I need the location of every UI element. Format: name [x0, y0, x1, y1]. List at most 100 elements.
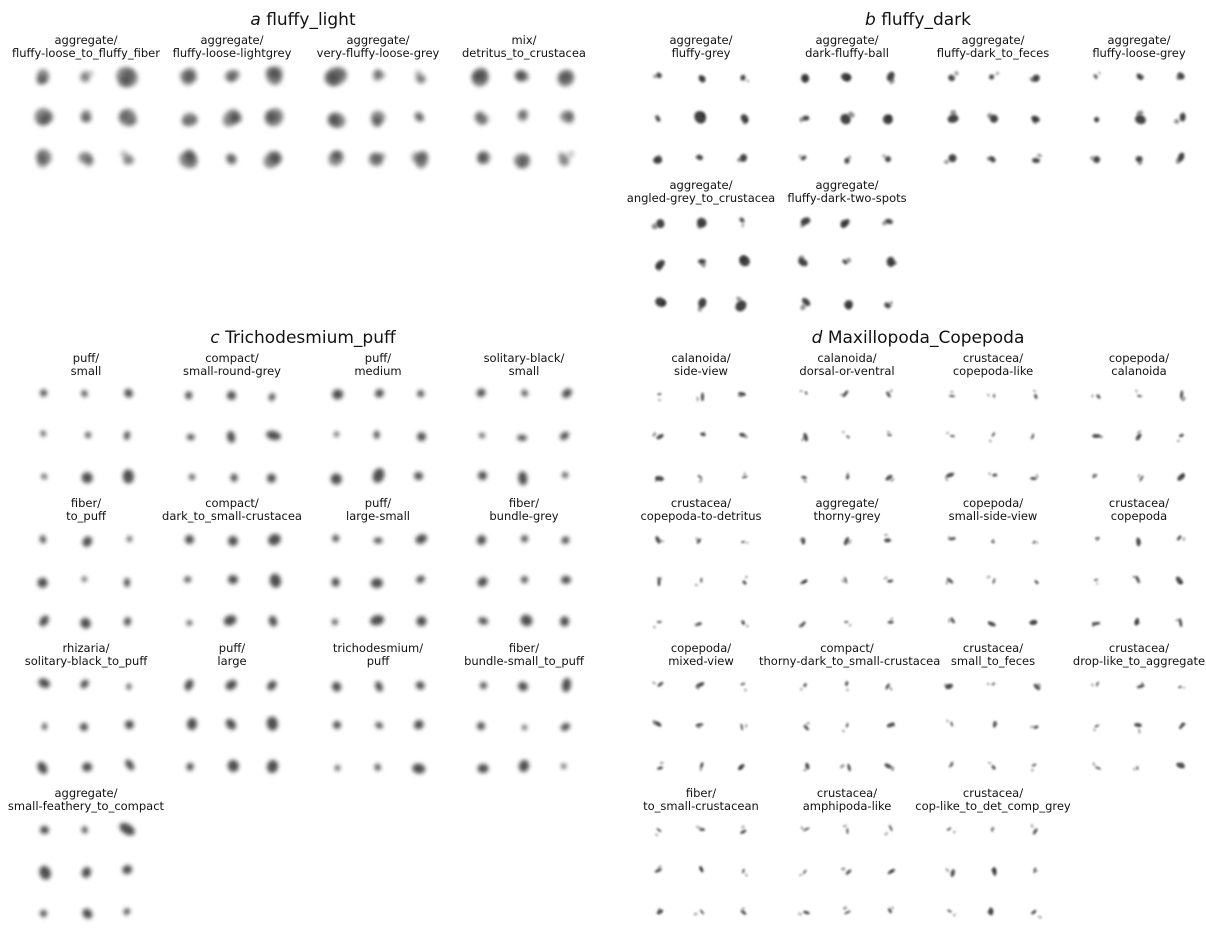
specimen-blob — [1137, 728, 1141, 734]
thumbnail-grid — [1076, 378, 1202, 498]
specimen-blob — [657, 393, 662, 397]
category-cell: fiber/to_small-crustacean — [613, 787, 789, 930]
category-label: crustacea/copepoda-to-detritus — [613, 497, 789, 523]
specimen-blob — [519, 388, 530, 399]
thumbnail-grid — [23, 668, 149, 788]
specimen-blob — [517, 758, 531, 773]
specimen-blob — [845, 827, 849, 835]
specimen-blob — [39, 389, 49, 398]
specimen-blob — [1091, 761, 1096, 766]
category-label: aggregate/fluffy-grey — [613, 34, 789, 60]
specimen-blob — [123, 719, 136, 731]
specimen-blob — [741, 223, 745, 228]
specimen-blob — [841, 729, 846, 732]
category-type: thorny-grey — [813, 509, 881, 523]
category-type: cop-like_to_det_comp_grey — [915, 799, 1071, 813]
specimen-blob — [798, 116, 804, 123]
specimen-blob — [802, 479, 808, 484]
specimen-blob — [1037, 914, 1042, 919]
specimen-blob — [844, 681, 849, 687]
category-cell: crustacea/amphipoda-like — [759, 787, 935, 930]
thumbnail-grid — [930, 523, 1056, 643]
specimen-blob — [1095, 539, 1099, 542]
specimen-blob — [88, 69, 94, 77]
specimen-blob — [945, 430, 950, 435]
specimen-blob — [740, 540, 745, 543]
category-type: fluffy-dark-two-spots — [787, 191, 907, 205]
thumbnail-grid — [638, 813, 764, 930]
category-type: solitary-black_to_puff — [24, 654, 148, 668]
panel-title-a: a fluffy_light — [250, 10, 356, 30]
category-cell: solitary-black/small — [436, 352, 612, 498]
specimen-blob — [949, 721, 954, 728]
category-cell: aggregate/small-feathery_to_compact — [0, 787, 174, 930]
specimen-blob — [695, 154, 700, 159]
category-type: copepoda — [1110, 509, 1168, 523]
category-group: aggregate/ — [669, 178, 733, 192]
specimen-blob — [887, 433, 893, 437]
specimen-blob — [843, 74, 853, 84]
specimen-blob — [1181, 396, 1187, 403]
category-group: aggregate/ — [54, 786, 118, 800]
specimen-blob — [740, 824, 745, 829]
specimen-blob — [222, 716, 238, 733]
category-group: trichodesmium/ — [332, 641, 424, 655]
specimen-blob — [36, 159, 47, 168]
specimen-blob — [986, 683, 990, 686]
specimen-blob — [743, 688, 748, 692]
category-cell: crustacea/copepoda-to-detritus — [613, 497, 789, 643]
specimen-blob — [839, 764, 846, 770]
category-label: aggregate/thorny-grey — [759, 497, 935, 523]
specimen-blob — [655, 827, 662, 833]
category-group: aggregate/ — [815, 33, 879, 47]
category-group: solitary-black/ — [483, 351, 565, 365]
category-group: aggregate/ — [346, 33, 410, 47]
specimen-blob — [1090, 683, 1094, 687]
specimen-blob — [1175, 75, 1182, 82]
specimen-blob — [1093, 728, 1097, 733]
specimen-blob — [993, 393, 996, 399]
category-cell: aggregate/fluffy-loose_to_fluffy_fiber — [0, 34, 174, 180]
category-label: aggregate/fluffy-loose_to_fluffy_fiber — [0, 34, 174, 60]
category-cell: fiber/to_puff — [0, 497, 174, 643]
specimen-blob — [186, 620, 193, 626]
specimen-blob — [182, 677, 196, 693]
specimen-blob — [517, 434, 528, 442]
category-group: aggregate/ — [815, 496, 879, 510]
specimen-blob — [78, 678, 91, 691]
specimen-blob — [41, 722, 48, 731]
specimen-blob — [988, 73, 995, 81]
specimen-blob — [847, 539, 853, 546]
thumbnail-grid — [315, 523, 441, 643]
category-type: dorsal-or-ventral — [799, 364, 895, 378]
thumbnail-grid — [23, 813, 149, 930]
specimen-blob — [652, 75, 657, 79]
thumbnail-grid — [638, 378, 764, 498]
specimen-blob — [700, 392, 704, 402]
category-type: copepoda-to-detritus — [640, 509, 762, 523]
category-label: compact/dark_to_small-crustacea — [144, 497, 320, 523]
specimen-blob — [990, 764, 997, 771]
specimen-blob — [803, 768, 808, 772]
category-cell: compact/thorny-dark_to_small-crustacea — [759, 642, 940, 788]
category-type: bundle-small_to_puff — [464, 654, 584, 668]
specimen-blob — [328, 470, 344, 487]
specimen-blob — [945, 868, 950, 873]
category-cell: compact/small-round-grey — [144, 352, 320, 498]
specimen-blob — [80, 534, 94, 549]
specimen-blob — [1091, 434, 1100, 439]
specimen-blob — [696, 396, 699, 402]
category-cell: copepoda/mixed-view — [613, 642, 789, 788]
category-label: solitary-black/small — [436, 352, 612, 378]
specimen-blob — [991, 826, 995, 830]
specimen-blob — [373, 431, 380, 440]
specimen-blob — [802, 826, 810, 832]
category-group: puff/ — [364, 496, 392, 510]
specimen-blob — [185, 391, 194, 401]
category-label: aggregate/dark-fluffy-ball — [759, 34, 935, 60]
specimen-blob — [561, 575, 572, 585]
specimen-blob — [995, 721, 998, 727]
specimen-blob — [698, 479, 704, 483]
specimen-blob — [414, 680, 427, 692]
